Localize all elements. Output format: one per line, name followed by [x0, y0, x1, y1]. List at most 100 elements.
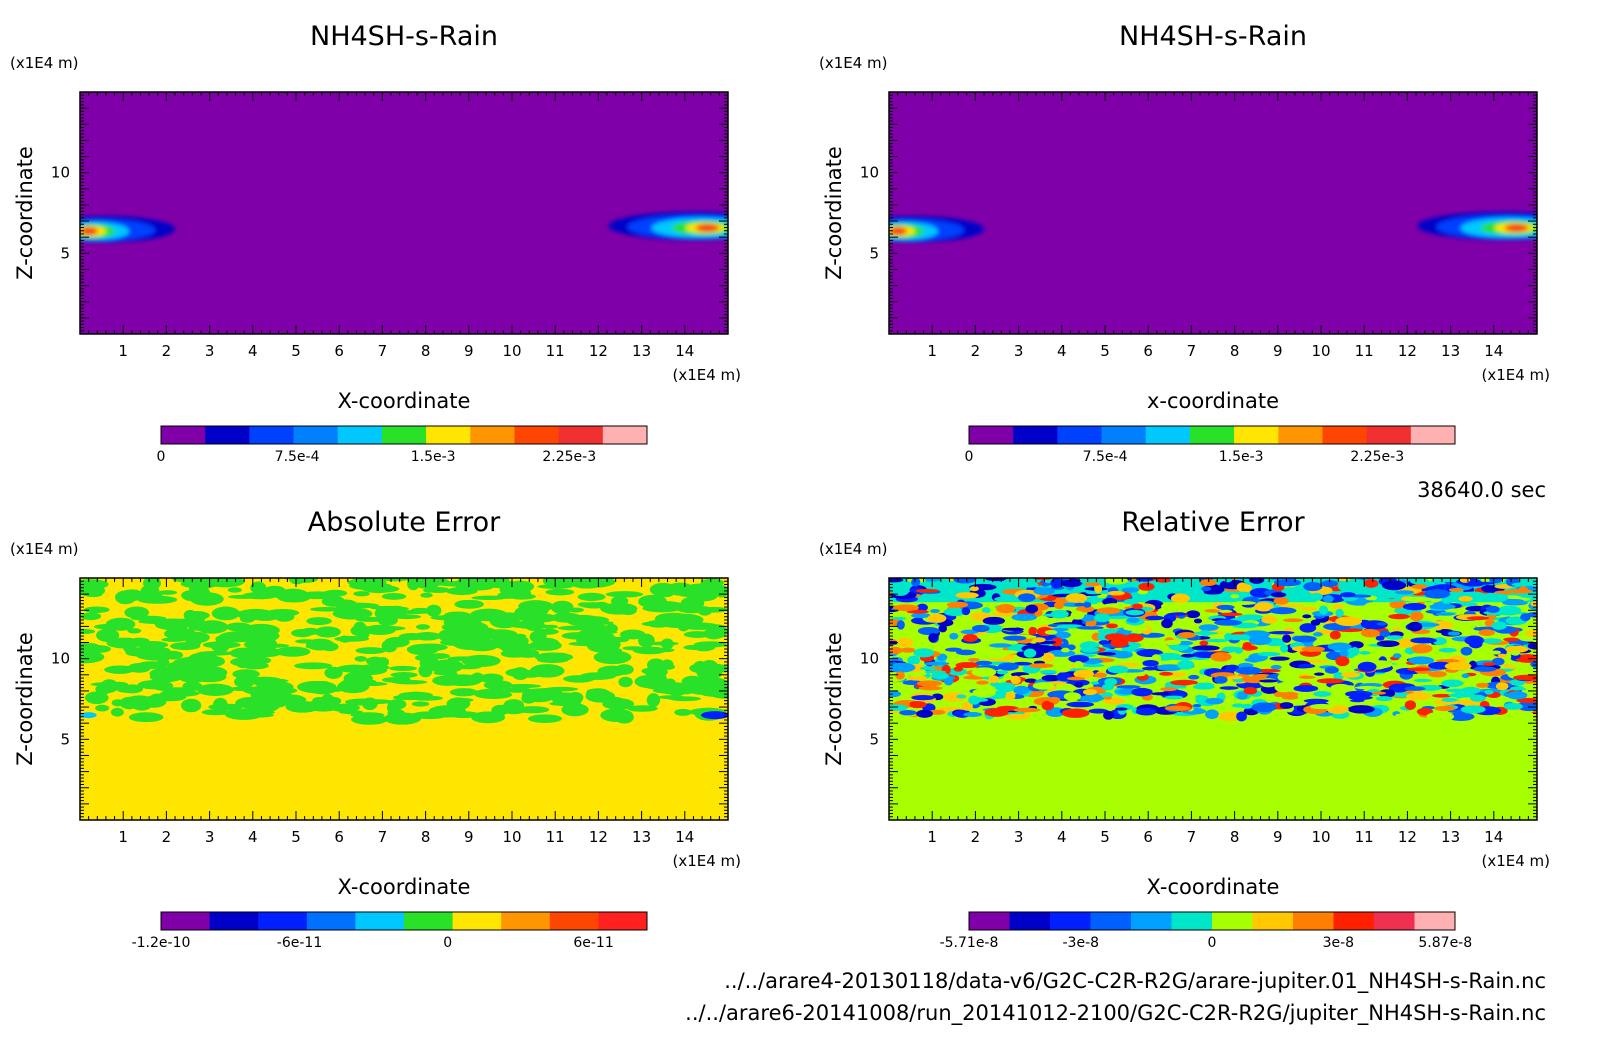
- noise-blob: [551, 692, 580, 707]
- noise-blob: [699, 606, 728, 613]
- noise-blob: [310, 607, 343, 612]
- heatmap-background: [889, 92, 1537, 334]
- noise-blob: [953, 578, 977, 584]
- noise-blob: [1002, 635, 1027, 641]
- x-axis-label: X-coordinate: [338, 389, 471, 413]
- noise-blob: [1426, 711, 1455, 722]
- x-tick-label: 12: [589, 828, 608, 846]
- noise-blob: [1344, 690, 1373, 698]
- noise-blob: [1100, 692, 1113, 699]
- noise-blob: [1192, 704, 1202, 708]
- noise-blob: [917, 626, 940, 636]
- noise-blob: [1024, 678, 1037, 683]
- x-tick-label: 4: [248, 828, 258, 846]
- noise-blob: [892, 604, 919, 612]
- noise-blob: [1167, 612, 1188, 616]
- noise-blob: [469, 608, 508, 622]
- y-unit-label: (x1E4 m): [10, 540, 79, 558]
- noise-blob: [1082, 688, 1098, 696]
- x-tick-label: 14: [675, 828, 694, 846]
- noise-blob: [1160, 687, 1178, 692]
- noise-blob: [627, 705, 658, 712]
- noise-blob: [1516, 697, 1537, 703]
- noise-blob: [352, 608, 368, 617]
- noise-blob: [490, 637, 512, 648]
- noise-blob: [201, 709, 230, 716]
- noise-blob: [1068, 655, 1090, 663]
- noise-blob: [124, 606, 150, 619]
- noise-blob: [1222, 646, 1240, 652]
- noise-blob: [1074, 681, 1084, 688]
- x-tick-label: 3: [1014, 342, 1024, 360]
- noise-blob: [338, 635, 352, 643]
- noise-blob: [1164, 695, 1184, 700]
- noise-blob: [411, 701, 430, 707]
- colorbar-label: -6e-11: [277, 935, 322, 951]
- noise-blob: [407, 578, 420, 591]
- noise-blob: [1280, 644, 1289, 653]
- colorbar-label: -1.2e-10: [132, 935, 191, 951]
- noise-blob: [1123, 625, 1150, 631]
- noise-blob: [1188, 674, 1200, 680]
- noise-blob: [227, 587, 242, 593]
- noise-blob: [1466, 616, 1490, 621]
- noise-blob: [1080, 663, 1105, 668]
- noise-blob: [1129, 672, 1146, 677]
- noise-blob: [183, 609, 197, 621]
- noise-blob: [1329, 630, 1341, 640]
- noise-blob: [945, 647, 963, 652]
- noise-blob: [575, 578, 616, 588]
- noise-blob: [1405, 692, 1432, 701]
- noise-blob: [130, 615, 167, 621]
- colorbar-label: -3e-8: [1063, 935, 1100, 951]
- noise-blob: [1435, 612, 1456, 616]
- noise-blob: [1177, 640, 1194, 646]
- noise-blob: [1042, 613, 1065, 617]
- plume-left: [80, 216, 176, 243]
- noise-blob: [1023, 648, 1037, 658]
- noise-blob: [1249, 587, 1272, 598]
- noise-blob: [1424, 589, 1451, 599]
- noise-blob: [641, 621, 657, 626]
- noise-blob: [1051, 636, 1063, 647]
- noise-blob: [196, 620, 229, 634]
- noise-blob: [916, 709, 933, 718]
- noise-blob: [1495, 682, 1509, 691]
- noise-blob: [504, 687, 532, 693]
- noise-blob: [918, 685, 943, 691]
- x-tick-label: 5: [1100, 342, 1110, 360]
- x-tick-label: 1: [118, 828, 128, 846]
- x-tick-label: 5: [291, 342, 301, 360]
- colorbar-segment: [161, 912, 211, 930]
- noise-blob: [415, 654, 432, 661]
- noise-blob: [362, 582, 394, 594]
- noise-blob: [1012, 661, 1033, 666]
- noise-blob: [1083, 601, 1092, 608]
- noise-blob: [1236, 582, 1248, 592]
- noise-blob: [566, 614, 601, 627]
- noise-blob: [982, 616, 1006, 625]
- noise-blob: [429, 653, 450, 660]
- noise-blob: [896, 620, 905, 630]
- x-tick-label: 13: [1441, 828, 1460, 846]
- noise-blob: [1273, 597, 1289, 605]
- noise-blob: [84, 691, 109, 705]
- noise-blob: [1491, 621, 1507, 630]
- noise-blob: [1065, 593, 1088, 603]
- panels: NH4SH-s-Rain(x1E4 m)(x1E4 m)1 2 3 4 5 6 7 8 9 10 1…: [10, 21, 1550, 951]
- x-tick-label: 9: [464, 342, 474, 360]
- noise-blob: [529, 604, 549, 616]
- noise-blob: [1199, 579, 1217, 586]
- noise-blob: [1464, 635, 1484, 646]
- noise-blob: [931, 672, 949, 680]
- colorbar-segment: [306, 912, 356, 930]
- x-tick-label: 6: [334, 828, 344, 846]
- colorbar-segment: [1050, 912, 1091, 930]
- noise-blob: [354, 656, 367, 662]
- colorbar-label: 1.5e-3: [411, 449, 456, 465]
- noise-blob: [275, 646, 311, 657]
- noise-blob: [610, 711, 623, 717]
- noise-blob: [900, 647, 916, 653]
- noise-blob: [1497, 653, 1508, 658]
- noise-blob: [638, 633, 655, 648]
